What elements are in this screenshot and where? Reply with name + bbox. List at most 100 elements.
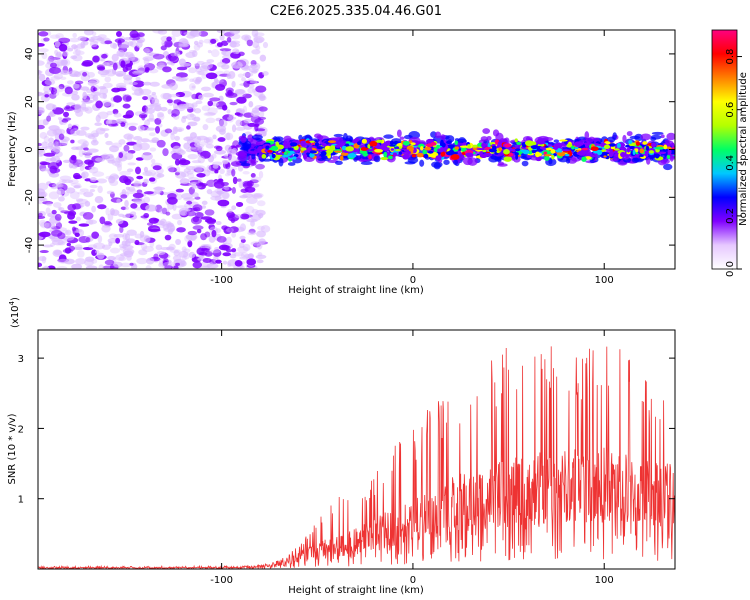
- colorbar-scale[interactable]: [711, 29, 738, 270]
- spectrogram-noise-mark: [249, 64, 258, 69]
- spectrogram-signal-mark: [553, 153, 557, 157]
- spectrogram-noise-mark: [87, 71, 96, 78]
- spectrogram-noise-mark: [242, 182, 253, 189]
- spectrogram-noise-mark: [201, 73, 207, 80]
- spectrogram-noise-mark: [239, 235, 246, 240]
- spectrogram-noise-mark: [148, 132, 156, 137]
- spectrogram-noise-mark: [246, 258, 257, 266]
- spectrogram-signal-mark: [625, 154, 630, 158]
- spectrogram-noise-mark: [105, 69, 117, 77]
- spectrogram-noise-mark: [136, 257, 148, 265]
- spectrogram-noise-mark: [177, 219, 183, 226]
- spectrogram-signal-mark: [406, 150, 411, 155]
- spectrogram-noise-mark: [215, 80, 220, 84]
- spectrogram-noise-mark: [136, 32, 145, 38]
- spectrogram-noise-mark: [259, 95, 267, 101]
- spectrogram-noise-mark: [152, 53, 165, 60]
- spectrogram-band-mark: [298, 134, 303, 141]
- spectrogram-noise-mark: [142, 171, 153, 177]
- spectrogram-noise-mark: [53, 73, 63, 80]
- spectrogram-noise-mark: [175, 262, 180, 267]
- spectrogram-noise-mark: [213, 180, 225, 189]
- spectrogram-band-mark: [240, 162, 251, 167]
- spectrogram-noise-mark: [224, 186, 230, 191]
- spectrogram-noise-mark: [80, 126, 90, 131]
- spectrogram-band-mark: [651, 131, 664, 136]
- spectrogram-noise-mark: [82, 140, 89, 147]
- spectrogram-noise-mark: [227, 208, 233, 213]
- spectrogram-noise-mark: [41, 197, 48, 202]
- spectrogram-noise-mark: [56, 188, 66, 195]
- spectrogram-noise-mark: [162, 260, 168, 267]
- spectrogram-noise-mark: [107, 159, 116, 164]
- spectrogram-band-mark: [295, 151, 302, 159]
- spectrogram-noise-mark: [38, 147, 44, 155]
- spectrogram-noise-mark: [70, 182, 81, 187]
- spectrogram-noise-mark: [207, 49, 212, 54]
- spectrogram-noise-mark: [251, 30, 259, 38]
- spectrogram-noise-mark: [160, 106, 168, 112]
- spectrogram-noise-mark: [208, 235, 216, 243]
- spectrogram-noise-mark: [91, 231, 100, 239]
- spectrogram-noise-mark: [175, 188, 184, 193]
- spectrogram-noise-mark: [162, 66, 172, 73]
- spectrogram-noise-mark: [126, 255, 132, 261]
- spectrogram-noise-mark: [199, 182, 204, 186]
- spectrogram-noise-mark: [186, 125, 191, 130]
- spectrogram-noise-mark: [47, 141, 54, 148]
- spectrogram-noise-mark: [153, 190, 161, 194]
- spectrogram-noise-mark: [122, 66, 129, 73]
- spectrogram-noise-mark: [99, 128, 110, 132]
- spectrogram-noise-mark: [40, 161, 51, 166]
- spectrogram-noise-mark: [229, 226, 239, 233]
- spectrogram-noise-mark: [187, 230, 198, 236]
- spectrogram-noise-mark: [239, 195, 248, 199]
- spectrogram-noise-mark: [180, 171, 190, 178]
- spectrogram-noise-mark: [123, 144, 130, 152]
- spectrogram-noise-mark: [189, 132, 197, 139]
- spectrogram-signal-mark: [267, 150, 273, 153]
- spectrogram-noise-mark: [163, 39, 173, 48]
- spectrogram-x-tick-label: 0: [410, 275, 416, 286]
- spectrogram-noise-mark: [155, 244, 163, 251]
- spectrogram-noise-mark: [129, 262, 134, 266]
- spectrogram-noise-mark: [258, 238, 266, 245]
- spectrogram-noise-mark: [79, 165, 85, 172]
- spectrogram-band-mark: [407, 156, 419, 164]
- spectrogram-noise-mark: [175, 193, 183, 201]
- spectrogram-signal-mark: [437, 148, 445, 153]
- spectrogram-signal-mark: [360, 147, 368, 151]
- spectrogram-noise-mark: [143, 166, 149, 173]
- spectrogram-band-mark: [482, 128, 491, 134]
- spectrogram-signal-mark: [423, 153, 429, 159]
- spectrogram-signal-mark: [543, 151, 548, 155]
- spectrogram-noise-mark: [229, 30, 240, 35]
- colorbar-tick-label: 0.8: [725, 49, 736, 65]
- spectrogram-y-tick-label: 40: [24, 48, 35, 61]
- spectrogram-noise-mark: [172, 103, 178, 111]
- spectrogram-noise-mark: [168, 165, 175, 173]
- spectrogram-noise-mark: [250, 176, 262, 183]
- spectrogram-signal-mark: [481, 142, 486, 148]
- spectrogram-noise-mark: [223, 70, 230, 75]
- colorbar-label: Normalized spectral amplitude: [738, 72, 749, 226]
- spectrogram-noise-mark: [206, 59, 215, 63]
- spectrogram-noise-mark: [85, 236, 91, 243]
- spectrogram-signal-mark: [374, 148, 384, 153]
- spectrogram-noise-mark: [87, 80, 97, 87]
- spectrogram-noise-mark: [255, 209, 266, 216]
- spectrogram-band-mark: [657, 158, 667, 166]
- snr-frame[interactable]: [37, 329, 676, 570]
- spectrogram-noise-mark: [196, 173, 206, 178]
- spectrogram-noise-mark: [118, 139, 126, 145]
- spectrogram-signal-mark: [574, 141, 583, 147]
- spectrogram-noise-mark: [242, 170, 250, 175]
- spectrogram-noise-mark: [77, 139, 88, 145]
- spectrogram-noise-mark: [198, 141, 209, 146]
- spectrogram-panel: -100 0 100 -40 -20 0 20 40 Height of straight …: [7, 29, 676, 296]
- spectrogram-noise-mark: [67, 47, 74, 52]
- spectrogram-noise-mark: [115, 237, 121, 244]
- spectrogram-noise-mark: [83, 30, 94, 36]
- spectrogram-noise-mark: [115, 118, 122, 124]
